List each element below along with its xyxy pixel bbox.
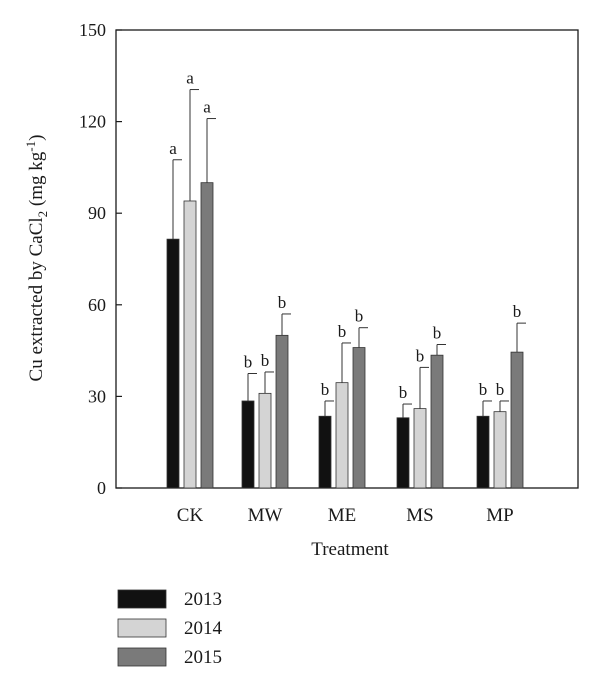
- bar-2013-CK: [166, 238, 180, 489]
- legend-swatch-2015: [117, 647, 167, 667]
- y-axis-title-subscript: 2: [35, 211, 50, 218]
- sig-label-2015-MS: b: [433, 323, 442, 342]
- sig-label-2014-MW: b: [261, 351, 270, 370]
- bar-2014-MW: [258, 392, 272, 489]
- error-bars: [172, 89, 526, 418]
- sig-label-2013-CK: a: [169, 139, 177, 158]
- x-tick-label: CK: [177, 505, 204, 526]
- y-tick-label: 150: [79, 20, 106, 40]
- sig-label-2014-ME: b: [338, 322, 347, 341]
- bar-2014-MP: [493, 411, 507, 489]
- x-tick-label: ME: [328, 505, 357, 526]
- legend-swatch-2013: [117, 589, 167, 609]
- y-tick-label: 0: [97, 478, 106, 498]
- x-tick-label: MW: [248, 505, 283, 526]
- bar-2015-MP: [510, 351, 524, 489]
- sig-label-2013-MS: b: [399, 383, 408, 402]
- y-axis-title-main: Cu extracted by CaCl: [26, 217, 47, 381]
- sig-label-2013-MP: b: [479, 380, 488, 399]
- bar-2015-MS: [430, 354, 444, 489]
- y-axis-title-unit-close: ): [26, 135, 47, 141]
- bar-2015-CK: [200, 182, 214, 489]
- sig-label-2013-MW: b: [244, 353, 253, 372]
- bar-2015-MW: [275, 334, 289, 489]
- legend-label-2013: 2013: [184, 589, 222, 610]
- y-axis-title-unit-open: (mg kg: [26, 151, 47, 211]
- sig-label-2013-ME: b: [321, 380, 330, 399]
- sig-label-2014-MP: b: [496, 380, 505, 399]
- x-tick-label: MS: [406, 505, 433, 526]
- y-axis-title: Cu extracted by CaCl2 (mg kg-1): [23, 135, 50, 382]
- bar-2014-CK: [183, 200, 197, 489]
- y-tick-label: 30: [88, 386, 106, 406]
- y-tick-label: 90: [88, 203, 106, 223]
- legend-label-2014: 2014: [184, 618, 223, 639]
- bar-2015-ME: [352, 347, 366, 489]
- bar-2014-MS: [413, 408, 427, 489]
- sig-label-2014-CK: a: [186, 69, 194, 88]
- x-axis-ticks: CK MW ME MS MP: [177, 482, 514, 526]
- sig-label-2015-MW: b: [278, 293, 287, 312]
- y-tick-label: 120: [79, 112, 106, 132]
- bar-2013-MW: [241, 400, 255, 489]
- y-axis-title-superscript: -1: [23, 141, 38, 152]
- bar-2014-ME: [335, 382, 349, 489]
- bar-2013-ME: [318, 415, 332, 489]
- y-axis-ticks: 0 30 60 90 120 150: [79, 20, 122, 498]
- sig-label-2015-MP: b: [513, 302, 522, 321]
- legend-label-2015: 2015: [184, 647, 222, 668]
- sig-label-2015-ME: b: [355, 307, 364, 326]
- bar-2013-MS: [396, 417, 410, 489]
- legend: 2013 2014 2015: [117, 589, 223, 668]
- sig-label-2015-CK: a: [203, 98, 211, 117]
- sig-label-2014-MS: b: [416, 346, 425, 365]
- bar-2013-MP: [476, 415, 490, 489]
- legend-swatch-2014: [117, 618, 167, 638]
- y-tick-label: 60: [88, 295, 106, 315]
- x-axis-title: Treatment: [311, 539, 389, 560]
- x-tick-label: MP: [486, 505, 513, 526]
